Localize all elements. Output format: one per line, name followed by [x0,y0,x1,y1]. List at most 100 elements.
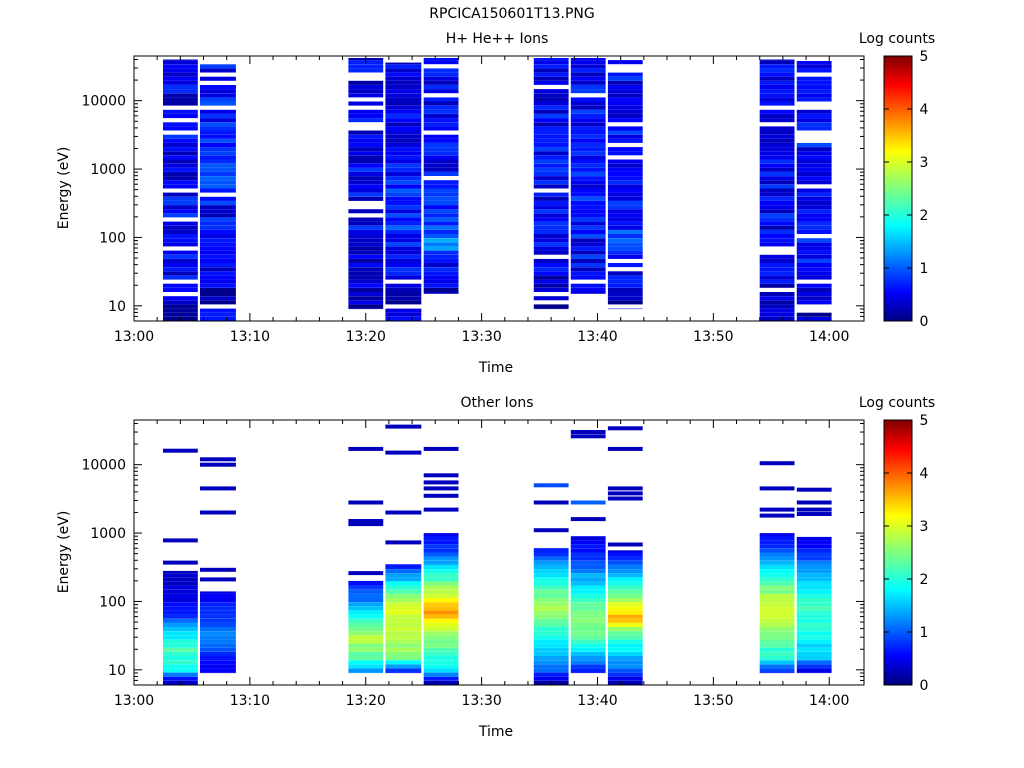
heatmap-cell [385,631,422,636]
panel-2-title: Other Ions [460,395,533,411]
heatmap-cell [570,267,606,272]
heatmap-cell [200,606,236,611]
heatmap-cell [348,109,384,114]
heatmap-cell [607,250,643,255]
heatmap-cell [796,217,832,222]
heatmap-cell [385,296,422,301]
heatmap-cell [385,80,422,85]
heatmap-cell [570,76,606,81]
y-tick-label: 1000 [90,162,126,178]
heatmap-cell [200,200,236,205]
x-tick-label: 13:20 [346,693,386,709]
heatmap-cell [385,126,422,131]
panel-2-y-axis: 10 100 1000 10000 [81,422,864,686]
heatmap-cell [200,614,236,619]
heatmap-cell [607,631,643,636]
heatmap-cell [348,192,384,197]
heatmap-cell [423,602,459,607]
heatmap-cell [348,580,384,582]
heatmap-cell [796,147,832,152]
heatmap-cell [423,560,459,565]
heatmap-cell [759,200,795,205]
heatmap-cell [348,263,384,268]
heatmap-cell [759,147,795,152]
heatmap-cell [796,93,832,98]
heatmap-cell [163,660,198,665]
heatmap-cell [796,564,832,569]
heatmap-cell [200,126,236,131]
heatmap-cell [607,147,643,152]
heatmap-cell [200,109,236,114]
heatmap-cell [570,639,606,644]
heatmap-cell [200,275,236,280]
heatmap-cell [759,635,795,640]
heatmap-cell [423,138,459,143]
panel-1-x-axis: 13:00 13:10 13:20 13:30 13:40 13:50 14:00 [114,56,849,345]
heatmap-cell [385,283,422,288]
panel-2-plot-frame [133,419,865,686]
heatmap-cell [348,581,384,586]
heatmap-cell [423,217,459,222]
heatmap-line [200,567,236,572]
heatmap-cell [607,217,643,222]
heatmap-cell [533,560,569,565]
heatmap-cell [570,68,606,73]
heatmap-cell [200,283,236,288]
heatmap-cell [607,134,643,139]
heatmap-line [200,486,236,491]
heatmap-cell [759,535,795,540]
heatmap-cell [385,602,422,607]
heatmap-cell [796,656,832,661]
heatmap-cell [200,238,236,243]
heatmap-cell [200,155,236,160]
heatmap-cell [570,602,606,607]
heatmap-cell [348,647,384,652]
x-tick-label: 14:00 [809,329,849,345]
heatmap-cell [759,656,795,661]
heatmap-cell [533,130,569,135]
heatmap-cell [607,287,643,292]
heatmap-cell [348,114,384,119]
y-tick-label: 100 [99,594,126,610]
heatmap-cell [570,196,606,201]
heatmap-cell [385,97,422,102]
heatmap-cell [163,589,198,594]
heatmap-cell [796,85,832,90]
heatmap-cell [423,143,459,148]
heatmap-cell [759,664,795,669]
heatmap-line [607,486,643,491]
heatmap-cell [796,296,832,301]
heatmap-cell [200,130,236,135]
heatmap-cell [533,246,569,251]
heatmap-cell [570,643,606,648]
heatmap-cell [348,130,384,135]
panel-1-title: H+ He++ Ions [446,31,549,47]
heatmap-cell [570,275,606,280]
heatmap-cell [200,664,236,669]
heatmap-cell [423,101,459,106]
heatmap-cell [423,589,459,594]
heatmap-cell [796,159,832,164]
heatmap-cell [570,134,606,139]
heatmap-line [348,500,384,505]
heatmap-cell [200,308,236,313]
heatmap-cell [570,209,606,214]
heatmap-cell [759,304,795,309]
heatmap-cell [200,618,236,623]
heatmap-cell [796,246,832,251]
heatmap-cell [200,651,236,656]
heatmap-cell [200,279,236,284]
heatmap-cell [533,258,569,263]
panel-1-heatmap-cells [163,58,832,321]
heatmap-cell [423,283,459,288]
heatmap-cell [570,64,606,69]
heatmap-cell [759,296,795,301]
heatmap-cell [796,573,832,578]
heatmap-cell [385,118,422,123]
heatmap-cell [570,217,606,222]
heatmap-cell [163,221,198,226]
heatmap-cell [385,622,422,627]
heatmap-cell [385,589,422,594]
heatmap-cell [385,585,422,590]
heatmap-cell [385,101,422,106]
